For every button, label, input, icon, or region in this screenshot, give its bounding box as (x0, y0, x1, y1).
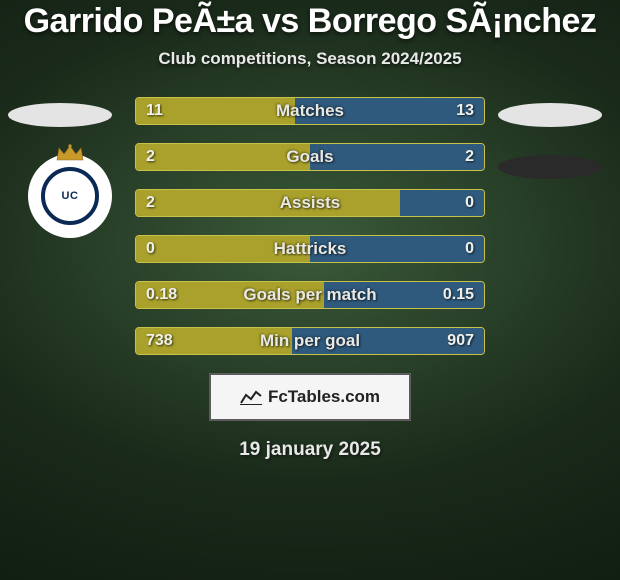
fctables-logo-text: FcTables.com (268, 387, 380, 407)
stat-bar-right-fill (310, 144, 484, 170)
stat-bar-row: Hattricks00 (135, 235, 485, 263)
stat-bar-right-fill (400, 190, 484, 216)
stat-bar-row: Assists20 (135, 189, 485, 217)
stat-bar-left-fill (136, 236, 310, 262)
stat-bar-row: Min per goal738907 (135, 327, 485, 355)
stat-bar-right-fill (292, 328, 484, 354)
right-club-logo-placeholder (498, 155, 602, 179)
left-player-photo-placeholder (8, 103, 112, 127)
stat-bar-right-fill (310, 236, 484, 262)
stat-bar-right-fill (324, 282, 484, 308)
date-text: 19 january 2025 (0, 439, 620, 461)
stat-bar-left-fill (136, 282, 324, 308)
stat-bar-left-fill (136, 190, 400, 216)
page: Garrido PeÃ±a vs Borrego SÃ¡nchez Club c… (0, 0, 620, 580)
stat-bar-left-fill (136, 328, 292, 354)
stat-bar-row: Goals22 (135, 143, 485, 171)
stat-bars: Matches1113 Goals22 Assists20 Hattricks00 Go… (135, 97, 485, 355)
comparison-stage: UC Matches1113 Goals22 Assists20 Hattricks0… (0, 97, 620, 355)
stat-bar-left-fill (136, 98, 295, 124)
right-player-photo-placeholder (498, 103, 602, 127)
fctables-chart-icon (240, 389, 262, 405)
stat-bar-left-fill (136, 144, 310, 170)
stat-bar-row: Matches1113 (135, 97, 485, 125)
page-title: Garrido PeÃ±a vs Borrego SÃ¡nchez (0, 2, 620, 41)
stat-bar-right-fill (295, 98, 484, 124)
stat-bar-row: Goals per match0.180.15 (135, 281, 485, 309)
left-club-badge: UC (28, 154, 112, 238)
crown-icon (55, 144, 85, 162)
fctables-logo-box: FcTables.com (209, 373, 411, 421)
club-badge-ring: UC (41, 167, 99, 225)
page-subtitle: Club competitions, Season 2024/2025 (0, 49, 620, 69)
club-badge-monogram: UC (62, 190, 79, 202)
